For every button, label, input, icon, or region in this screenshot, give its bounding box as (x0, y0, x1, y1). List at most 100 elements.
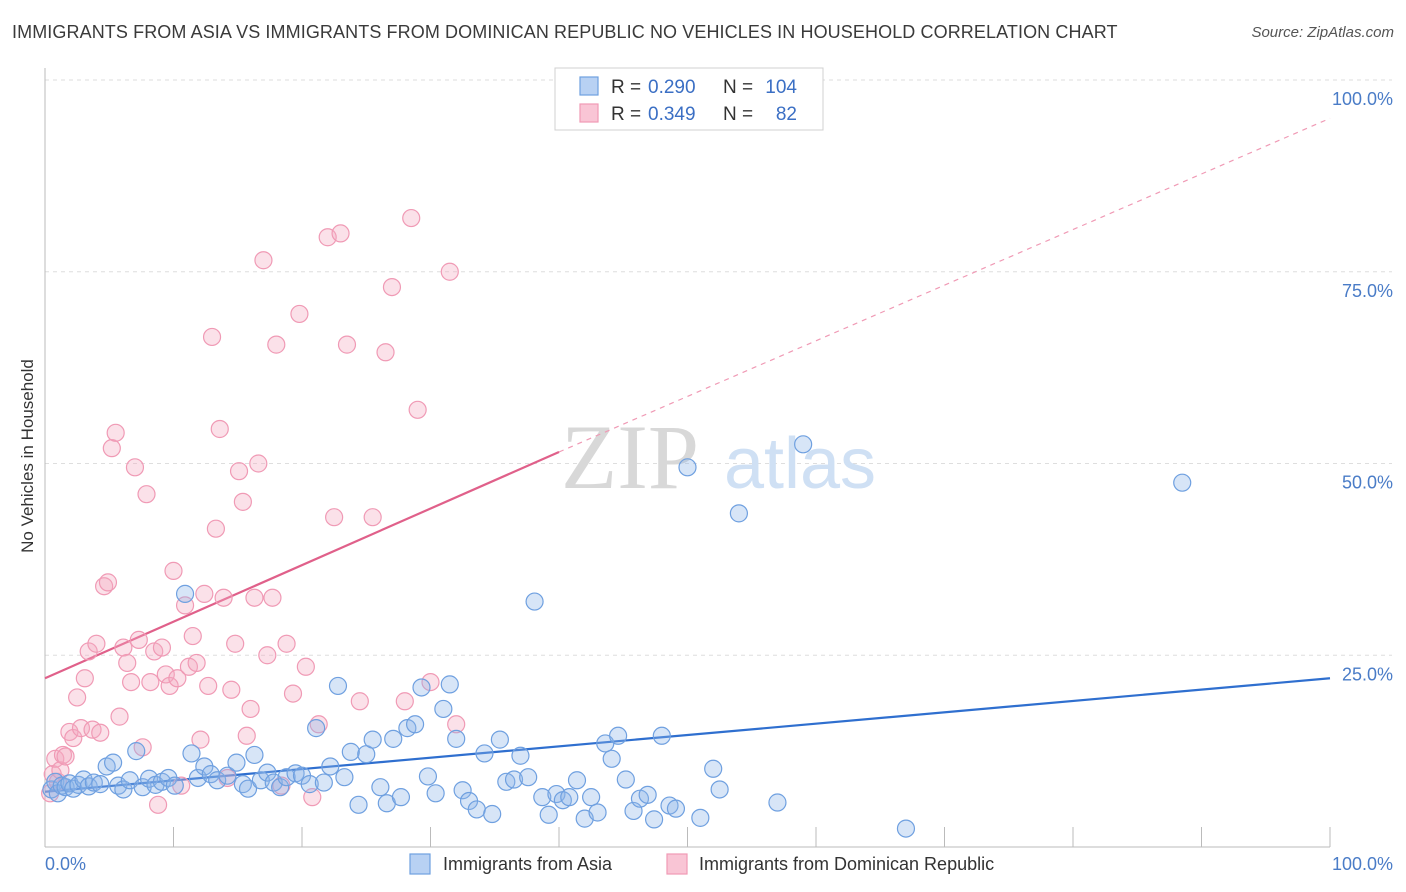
point-asia-30 (218, 766, 237, 785)
point-dr-21 (114, 638, 133, 657)
point-asia-46 (328, 676, 348, 696)
point-dr-18 (102, 439, 121, 458)
point-asia-83 (588, 803, 607, 822)
watermark-zip: ZIP (561, 406, 699, 508)
point-dr-70 (331, 224, 350, 243)
point-dr-56 (249, 454, 268, 473)
legend-n-label-2: N = (723, 104, 753, 125)
point-dr-65 (296, 657, 315, 676)
point-asia-97 (704, 759, 723, 778)
point-asia-103 (1173, 473, 1192, 492)
point-dr-72 (350, 692, 369, 711)
point-dr-42 (195, 584, 214, 603)
point-asia-87 (616, 770, 635, 789)
axes (44, 68, 1331, 848)
point-asia-71 (504, 770, 524, 789)
point-dr-50 (226, 634, 245, 653)
point-asia-51 (363, 730, 382, 749)
point-asia-66 (467, 800, 486, 819)
point-dr-76 (395, 692, 414, 711)
point-asia-36 (258, 763, 277, 782)
legend-r-label-2: R = (611, 104, 641, 125)
point-dr-8 (64, 728, 83, 748)
point-asia-48 (341, 742, 360, 761)
point-asia-49 (349, 795, 368, 814)
point-asia-45 (321, 757, 340, 776)
point-dr-11 (75, 669, 94, 688)
point-dr-46 (210, 419, 229, 439)
point-dr-55 (245, 588, 264, 607)
y-tick-label-0: 25.0% (1342, 664, 1393, 684)
point-asia-24 (175, 584, 195, 603)
point-asia-96 (691, 808, 710, 827)
point-asia-99 (729, 504, 749, 523)
point-asia-59 (418, 767, 438, 786)
point-dr-80 (440, 262, 459, 281)
bottom-legend-label-asia: Immigrants from Asia (443, 854, 613, 874)
point-dr-15 (91, 723, 110, 742)
point-dr-64 (290, 304, 309, 324)
point-asia-86 (609, 726, 628, 745)
point-dr-44 (202, 327, 222, 347)
point-dr-4 (51, 761, 70, 780)
point-dr-52 (233, 492, 252, 511)
legend-swatch-asia (579, 76, 599, 96)
point-dr-35 (168, 669, 187, 688)
point-asia-61 (434, 699, 453, 719)
point-dr-74 (376, 343, 395, 362)
point-dr-69 (325, 508, 344, 527)
point-asia-10 (84, 773, 103, 792)
point-dr-59 (263, 588, 282, 607)
point-asia-74 (525, 592, 544, 611)
point-asia-23 (165, 776, 184, 795)
bottom-legend-swatch-asia (409, 853, 431, 875)
point-dr-54 (241, 699, 260, 719)
point-dr-39 (183, 626, 202, 646)
point-asia-34 (245, 745, 264, 765)
point-asia-62 (440, 675, 459, 694)
point-asia-75 (533, 788, 552, 807)
point-asia-94 (666, 799, 686, 818)
point-asia-68 (483, 804, 502, 824)
point-asia-17 (127, 742, 146, 761)
point-dr-22 (118, 653, 137, 673)
point-dr-71 (337, 335, 357, 354)
y-tick-label-3: 100.0% (1332, 89, 1393, 109)
point-dr-17 (98, 573, 118, 592)
point-dr-6 (56, 747, 75, 766)
point-dr-62 (277, 634, 296, 653)
point-dr-23 (121, 672, 141, 692)
point-dr-28 (141, 672, 160, 692)
point-asia-91 (644, 810, 664, 829)
point-dr-31 (152, 638, 172, 657)
watermark-atlas: atlas (724, 424, 876, 504)
point-asia-80 (567, 771, 587, 790)
point-asia-15 (114, 780, 133, 799)
point-dr-25 (129, 630, 148, 650)
trend-line-dr-extension (558, 117, 1331, 453)
point-dr-79 (421, 672, 440, 692)
point-dr-63 (283, 684, 303, 703)
point-dr-12 (79, 642, 98, 661)
legend-r-value-1: 0.290 (648, 77, 696, 98)
point-dr-45 (206, 519, 226, 538)
data-points (41, 208, 1192, 838)
point-dr-53 (237, 726, 256, 745)
legend-r-label-1: R = (611, 77, 641, 98)
point-asia-92 (652, 726, 671, 745)
point-asia-11 (91, 775, 110, 794)
point-dr-41 (191, 730, 210, 749)
point-asia-76 (539, 805, 558, 824)
point-asia-63 (447, 729, 466, 748)
point-asia-101 (794, 435, 813, 454)
point-dr-24 (125, 458, 145, 477)
y-tick-label-2: 75.0% (1342, 281, 1393, 301)
x-tick-label-1: 100.0% (1332, 854, 1393, 874)
y-tick-label-1: 50.0% (1342, 473, 1393, 493)
bottom-legend-label-dr: Immigrants from Dominican Republic (699, 854, 994, 874)
point-asia-98 (710, 780, 729, 799)
point-dr-32 (156, 665, 175, 684)
gridlines (45, 79, 1392, 656)
point-dr-10 (71, 719, 91, 738)
